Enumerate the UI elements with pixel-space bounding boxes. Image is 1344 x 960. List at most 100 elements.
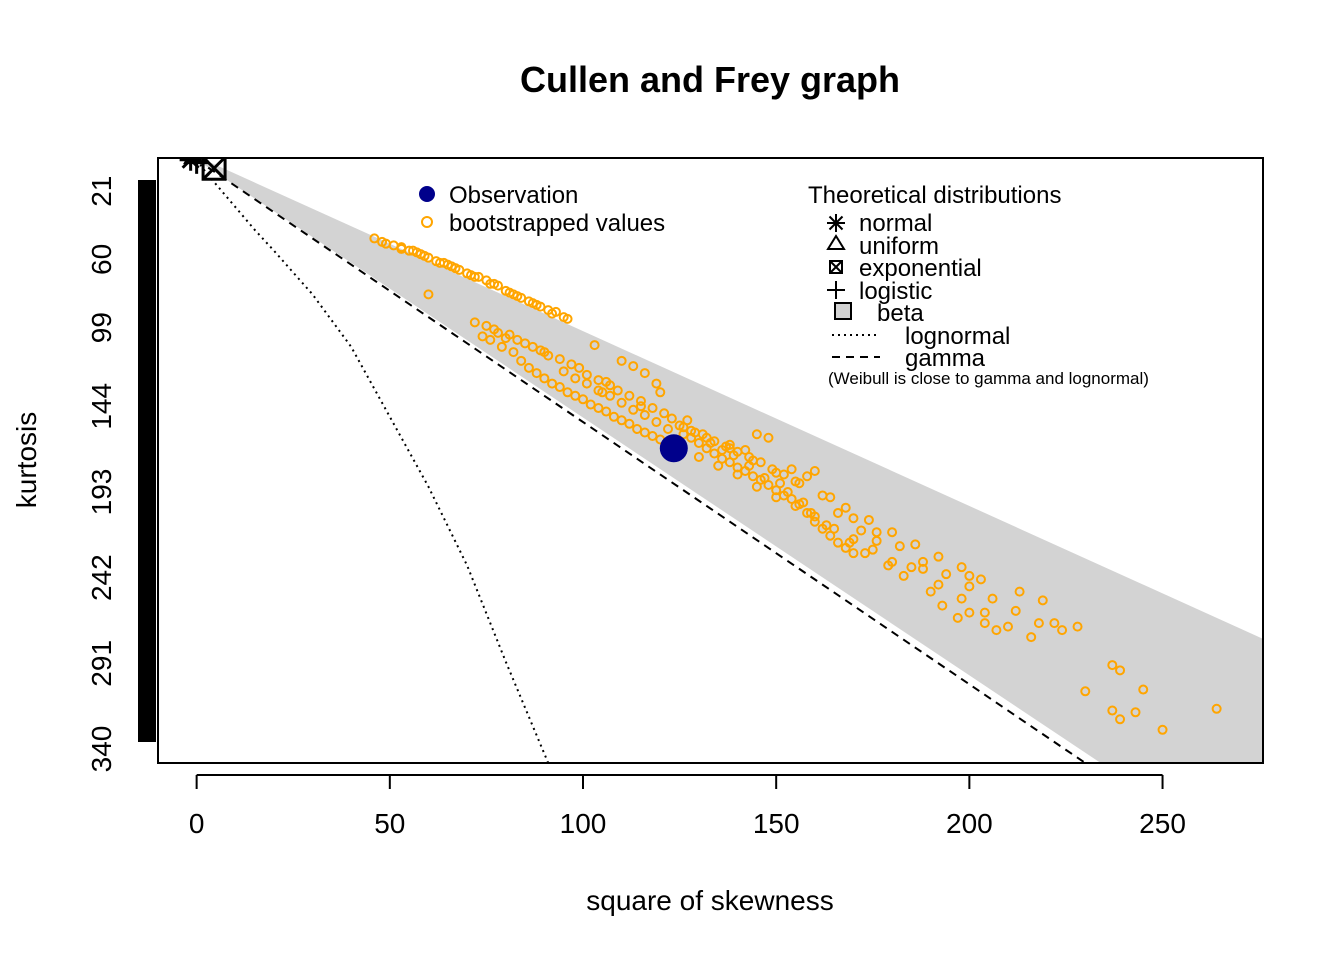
y-tick-label: 21	[86, 176, 117, 207]
bootstrap-point	[1037, 595, 1048, 606]
bootstrap-point	[527, 341, 538, 352]
plot-area	[179, 158, 1263, 763]
bootstrap-point	[910, 539, 921, 550]
x-tick-label: 150	[753, 808, 800, 839]
legend-exponential-icon	[829, 260, 843, 274]
bootstrap-point	[833, 507, 843, 518]
bootstrap-point	[663, 424, 673, 435]
bootstrap-point	[937, 600, 948, 611]
bootstrap-point	[790, 500, 801, 511]
bootstrap-point	[763, 432, 774, 443]
bootstrap-point	[883, 560, 894, 571]
bootstrap-point	[898, 570, 909, 581]
bootstrap-point	[991, 625, 1002, 636]
bootstrap-point	[759, 472, 770, 483]
bootstrap-point	[450, 263, 461, 274]
bootstrap-point	[693, 438, 704, 449]
y-tick-label: 193	[86, 469, 117, 516]
bootstrap-point	[481, 320, 492, 331]
bootstrap-point	[605, 390, 616, 401]
legend-theoretical-title: Theoretical distributions	[808, 182, 1061, 209]
bootstrap-point	[933, 579, 944, 590]
bootstrap-point	[964, 607, 975, 618]
x-tick-label: 200	[946, 808, 993, 839]
bootstrap-point	[740, 445, 751, 456]
legend-beta-icon	[834, 302, 852, 320]
exponential-point-stroke	[202, 158, 227, 181]
bootstrap-point	[628, 404, 639, 415]
bootstrap-point	[570, 373, 581, 384]
bootstrap-point	[1080, 686, 1091, 697]
bootstrap-point	[894, 541, 905, 552]
bootstrap-point	[829, 523, 840, 534]
bootstrap-point	[1157, 724, 1168, 735]
bootstrap-point	[423, 289, 434, 300]
bootstrap-point	[558, 366, 569, 377]
bootstrap-point	[531, 368, 542, 379]
bootstrap-point	[632, 424, 643, 435]
bootstrap-point	[964, 581, 975, 592]
x-tick-label: 50	[374, 808, 405, 839]
bootstrap-point	[805, 507, 816, 518]
legend-weibull-note: (Weibull is close to gamma and lognormal…	[828, 369, 1149, 388]
bootstrap-point	[833, 537, 843, 548]
bootstrap-point	[925, 586, 936, 597]
bootstrap-point	[887, 527, 898, 538]
bootstrap-point	[543, 350, 554, 361]
bootstrap-point	[705, 438, 716, 449]
bootstrap-point	[848, 548, 859, 559]
legend-bootstrap-label: bootstrapped values	[449, 210, 665, 237]
bootstrap-point	[508, 289, 519, 300]
bootstrap-point	[1049, 618, 1060, 629]
bootstrap-point	[485, 334, 496, 345]
bootstrap-point	[408, 245, 418, 256]
y-tick-label: 99	[86, 312, 117, 343]
x-tick-label: 100	[560, 808, 607, 839]
chart-title: Cullen and Frey graph	[520, 59, 900, 100]
bootstrap-point	[554, 354, 565, 365]
legend-uniform-icon	[826, 234, 846, 250]
y-tick-label: 60	[86, 244, 117, 275]
bootstrap-point	[639, 427, 650, 438]
y-axis: 21 60 99 144 193 242 291 340	[86, 176, 117, 773]
bootstrap-point	[1014, 586, 1025, 597]
y-axis-label: kurtosis	[11, 412, 42, 508]
bootstrap-point	[616, 397, 627, 408]
bootstrap-point	[751, 481, 762, 492]
bootstrap-point	[1115, 714, 1126, 725]
plot-frame	[157, 157, 1264, 764]
y-axis-rug	[138, 180, 156, 742]
bootstrap-point	[593, 403, 604, 414]
bootstrap-point	[825, 492, 836, 503]
bootstrap-point	[527, 298, 538, 309]
bootstrap-point	[469, 317, 480, 328]
bootstrap-point	[871, 535, 882, 546]
bootstrap-point	[732, 462, 743, 473]
bootstrap-point	[1033, 618, 1044, 629]
theoretical-points	[179, 158, 227, 181]
legend-theoretical: Theoretical distributions normal uniform…	[808, 182, 1149, 388]
bootstrap-point	[918, 563, 928, 574]
legend-lognormal-label: lognormal	[905, 323, 1010, 350]
bootstrap-point	[744, 460, 755, 471]
bootstrap-point	[438, 257, 449, 268]
bootstrap-point	[848, 513, 859, 524]
bootstrap-point	[856, 525, 867, 536]
logistic-point	[184, 158, 209, 174]
bootstrap-point	[678, 422, 689, 433]
bootstrap-point	[802, 507, 813, 518]
exponential-point	[201, 158, 227, 181]
bootstrap-point	[578, 394, 588, 405]
lognormal-curve	[195, 159, 550, 763]
bootstrap-point	[369, 233, 380, 244]
bootstrap-point	[554, 382, 565, 393]
bootstrap-point	[771, 467, 782, 478]
bootstrap-point	[1010, 605, 1021, 616]
bootstrap-point	[635, 401, 646, 412]
bootstrap-point	[562, 313, 573, 324]
bootstrap-point	[593, 375, 604, 386]
x-tick-label: 0	[189, 808, 205, 839]
bootstrap-point	[933, 551, 944, 562]
bootstrap-point	[635, 396, 646, 407]
bootstrap-point	[396, 243, 407, 254]
